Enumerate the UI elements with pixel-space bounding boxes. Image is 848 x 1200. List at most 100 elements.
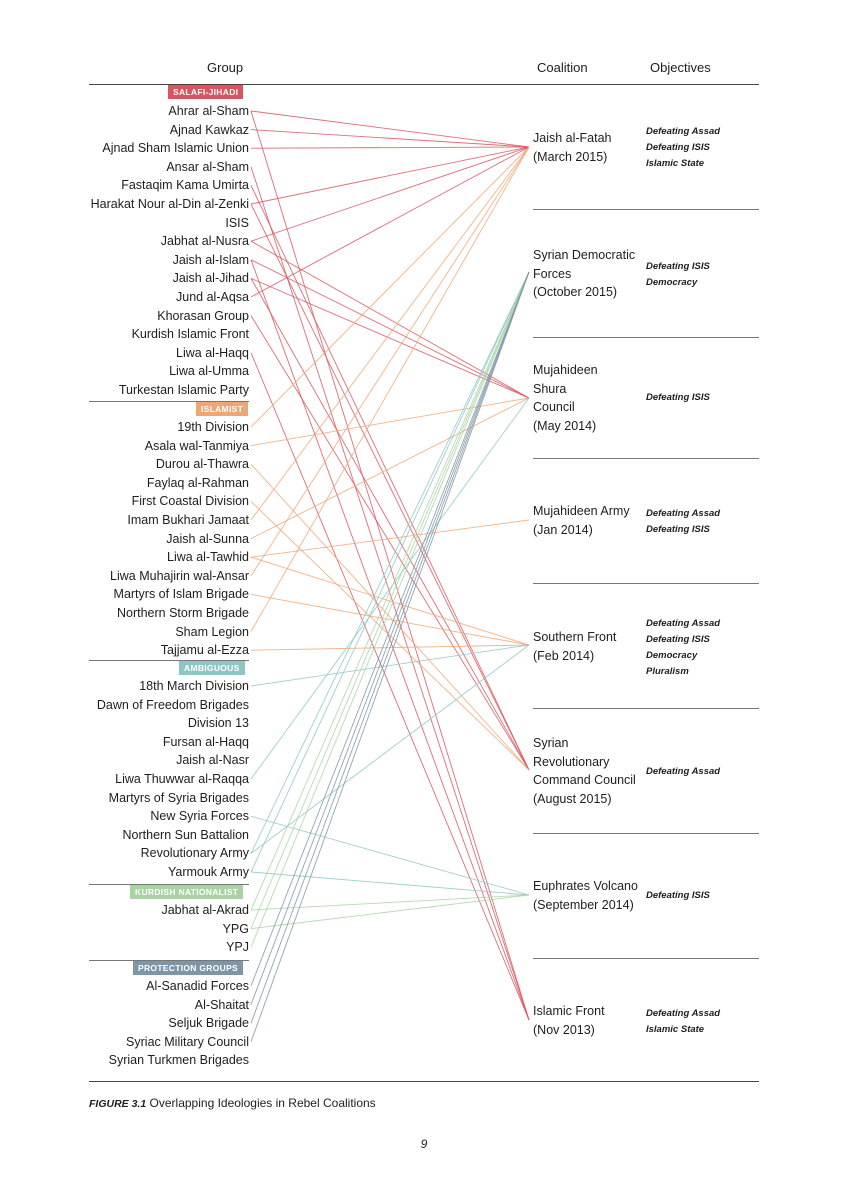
coalition-name-line: (Nov 2013): [533, 1022, 595, 1037]
coalition-objectives: Defeating Assad Defeating ISIS Islamic Sta…: [646, 124, 720, 172]
coalition-name-line: (August 2015): [533, 791, 612, 806]
group-name: YPG: [222, 921, 249, 936]
group-coalition-link: [250, 271, 530, 1005]
group-column-header: Group: [207, 60, 244, 75]
coalition-name-line: (Jan 2014): [533, 522, 593, 537]
group-coalition-link: [250, 871, 530, 896]
objective-item: Democracy: [646, 277, 698, 288]
group-name: Jaish al-Jihad: [172, 271, 249, 286]
group-name: Liwa al-Haqq: [176, 345, 249, 360]
coalition-name-line: Jaish al-Fatah: [533, 131, 612, 145]
objectives-column-header: Objectives: [650, 60, 711, 75]
group-coalition-link: [250, 146, 530, 205]
group-name: Liwa Muhajirin wal-Ansar: [110, 568, 249, 583]
group-name: Northern Sun Battalion: [122, 827, 249, 842]
coalition-name: Mujahideen Shura Council (May 2014): [533, 361, 598, 435]
group-name: Seljuk Brigade: [168, 1016, 249, 1031]
objective-item: Defeating Assad: [646, 126, 721, 137]
group-name: Jund al-Aqsa: [176, 290, 249, 304]
category-label-protection-groups: PROTECTION GROUPS: [133, 961, 244, 975]
coalition-objectives: Defeating ISIS: [646, 888, 710, 904]
coalition-name-line: Revolutionary: [533, 754, 610, 769]
coalition-objectives: Defeating Assad Defeating ISIS Democracy Pl…: [646, 616, 720, 680]
group-coalition-link: [250, 463, 530, 771]
group-coalition-link: [250, 271, 530, 911]
objective-item: Defeating Assad: [646, 508, 721, 519]
figure-caption: FIGURE 3.1 Overlapping Ideologies in Reb…: [89, 1096, 376, 1110]
coalition-name-line: Shura: [533, 381, 567, 396]
coalition-name-line: Council: [533, 400, 575, 414]
group-coalition-link: [250, 271, 530, 873]
group-coalition-link: [250, 271, 530, 987]
category-label-ambiguous: AMBIGUOUS: [179, 661, 245, 675]
coalition-name-line: Mujahideen Army: [533, 504, 630, 518]
footer-rule: [89, 1081, 759, 1082]
group-coalition-link: [250, 271, 530, 929]
category-separator: [89, 660, 249, 661]
objective-item: Democracy: [646, 650, 698, 661]
group-name: 18th March Division: [139, 679, 249, 693]
coalition-name-line: Euphrates Volcano: [533, 879, 638, 893]
group-name: 19th Division: [177, 420, 249, 434]
coalition-name: Jaish al-Fatah (March 2015): [533, 129, 612, 166]
group-coalition-link: [250, 110, 530, 1021]
group-coalition-link: [250, 203, 530, 771]
coalition-objectives: Defeating Assad Defeating ISIS: [646, 506, 720, 538]
group-name: Ahrar al-Sham: [168, 104, 249, 118]
group-coalition-link: [250, 644, 530, 854]
coalition-name: Euphrates Volcano (September 2014): [533, 877, 638, 914]
category-separator: [89, 401, 249, 402]
coalition-name-line: Syrian Democratic: [533, 248, 636, 262]
objective-item: Pluralism: [646, 666, 689, 677]
group-name: Fastaqim Kama Umirta: [121, 178, 249, 193]
figure-title: Overlapping Ideologies in Rebel Coalitio…: [149, 1096, 376, 1110]
group-coalition-link: [250, 894, 530, 911]
group-name: Ajnad Kawkaz: [169, 122, 249, 137]
coalition-name: Syrian Democratic Forces (October 2015): [533, 246, 635, 302]
coalition-name-line: (March 2015): [533, 149, 608, 164]
group-name: Jaish al-Nasr: [176, 753, 249, 768]
group-coalition-link: [250, 352, 530, 1021]
group-name: First Coastal Division: [131, 494, 249, 509]
category-label-kurdish-nationalist: KURDISH NATIONALIST: [130, 885, 244, 899]
objective-item: Islamic State: [646, 1024, 705, 1035]
group-name: Ansar al-Sham: [166, 159, 249, 174]
coalition-objectives: Defeating Assad: [646, 764, 720, 780]
group-name: Khorasan Group: [157, 308, 249, 323]
group-coalition-link: [250, 278, 530, 771]
coalition-name-line: (September 2014): [533, 897, 634, 912]
objective-item: Defeating Assad: [646, 618, 721, 629]
group-name: Faylaq al-Rahman: [146, 475, 249, 490]
group-coalition-link: [250, 146, 530, 428]
coalition-separator: [533, 833, 759, 834]
group-name: Sham Legion: [175, 624, 249, 639]
group-name: Syriac Military Council: [126, 1034, 249, 1049]
group-coalition-link: [250, 271, 530, 854]
group-coalition-link: [250, 146, 530, 632]
group-coalition-link: [250, 146, 530, 298]
group-name: Durou al-Thawra: [155, 457, 249, 472]
group-coalition-link: [250, 185, 530, 771]
group-coalition-link: [250, 271, 530, 1042]
group-name: Ajnad Sham Islamic Union: [102, 141, 249, 156]
coalition-name: Southern Front (Feb 2014): [533, 628, 616, 665]
group-coalition-link: [250, 271, 530, 948]
coalition-separator: [533, 708, 759, 709]
group-name: Northern Storm Brigade: [116, 606, 249, 620]
coalition-name-line: Mujahideen: [533, 363, 598, 377]
group-coalition-link: [250, 271, 530, 1024]
group-coalition-link: [250, 644, 530, 687]
group-name: Harakat Nour al-Din al-Zenki: [90, 197, 249, 211]
group-coalition-link: [250, 501, 530, 771]
group-coalition-link: [250, 815, 530, 896]
coalition-name: Syrian Revolutionary Command Council (Augus…: [533, 734, 636, 808]
coalition-name-line: Syrian: [533, 736, 569, 750]
group-name: ISIS: [225, 215, 249, 230]
group-name: Liwa al-Tawhid: [167, 550, 249, 565]
coalition-objectives: Defeating ISIS Democracy: [646, 259, 710, 291]
coalition-separator: [533, 209, 759, 210]
group-name: Revolutionary Army: [140, 846, 249, 861]
group-name: Jaish al-Sunna: [166, 531, 249, 546]
group-coalition-link: [250, 146, 530, 577]
